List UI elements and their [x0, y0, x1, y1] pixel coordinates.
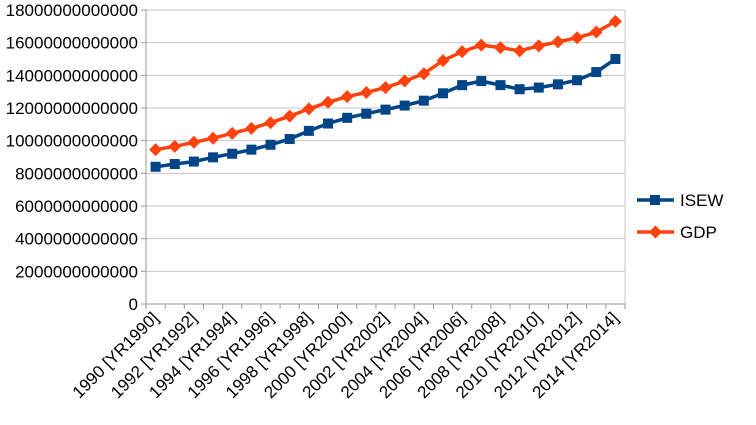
marker-isew	[303, 125, 314, 136]
marker-gdp	[570, 31, 584, 45]
y-tick-label: 6000000000000	[15, 197, 138, 216]
legend-label-isew: ISEW	[680, 190, 724, 210]
marker-isew	[380, 104, 391, 115]
marker-isew	[284, 134, 295, 145]
marker-isew	[323, 118, 334, 129]
y-tick-label: 18000000000000	[6, 1, 138, 20]
marker-isew	[361, 108, 372, 119]
marker-gdp	[455, 45, 469, 59]
marker-isew	[399, 100, 410, 111]
marker-gdp	[264, 116, 278, 130]
y-tick-label: 8000000000000	[15, 164, 138, 183]
marker-isew	[342, 112, 353, 123]
marker-isew	[514, 84, 525, 95]
marker-gdp	[206, 131, 220, 145]
marker-gdp	[474, 38, 488, 52]
marker-gdp	[340, 90, 354, 104]
marker-isew	[150, 161, 161, 172]
marker-gdp	[513, 44, 527, 58]
marker-gdp	[379, 81, 392, 95]
marker-gdp	[551, 35, 565, 49]
legend-marker	[649, 225, 662, 239]
marker-isew	[418, 95, 429, 106]
marker-gdp	[417, 67, 431, 81]
marker-gdp	[359, 85, 373, 99]
marker-isew	[591, 67, 602, 78]
y-tick-label: 4000000000000	[15, 230, 138, 249]
marker-isew	[610, 54, 621, 64]
marker-gdp	[398, 74, 412, 88]
marker-gdp	[168, 139, 182, 153]
y-tick-label: 2000000000000	[15, 262, 138, 281]
marker-isew	[188, 156, 199, 167]
marker-gdp	[149, 143, 163, 157]
marker-isew	[476, 76, 487, 87]
marker-isew	[265, 139, 276, 150]
legend-marker	[650, 195, 660, 205]
marker-gdp	[532, 39, 546, 53]
y-tick-label: 0	[129, 295, 138, 314]
marker-isew	[227, 148, 238, 159]
marker-isew	[495, 80, 506, 91]
legend-item-gdp: GDP	[637, 216, 723, 248]
marker-isew	[572, 75, 583, 86]
marker-isew	[169, 159, 180, 170]
marker-isew	[457, 80, 468, 91]
marker-isew	[208, 152, 219, 163]
marker-gdp	[187, 135, 201, 149]
isew-line-marker-icon	[637, 195, 674, 205]
y-tick-label: 14000000000000	[6, 66, 138, 85]
y-tick-label: 16000000000000	[6, 34, 138, 53]
y-tick-label: 12000000000000	[6, 99, 138, 118]
marker-gdp	[608, 14, 622, 28]
marker-gdp	[589, 25, 603, 39]
marker-isew	[533, 82, 544, 93]
marker-gdp	[225, 126, 239, 140]
marker-gdp	[493, 41, 507, 55]
marker-isew	[246, 144, 257, 155]
gdp-line-marker-icon	[637, 225, 674, 239]
marker-isew	[552, 79, 563, 90]
marker-gdp	[283, 109, 297, 123]
chart-legend: ISEW GDP	[637, 184, 723, 248]
marker-gdp	[321, 95, 335, 109]
marker-gdp	[244, 121, 258, 135]
marker-isew	[437, 88, 448, 99]
marker-gdp	[436, 54, 450, 68]
legend-label-gdp: GDP	[680, 222, 717, 242]
marker-gdp	[302, 102, 316, 116]
y-tick-label: 10000000000000	[6, 132, 138, 151]
legend-item-isew: ISEW	[637, 184, 723, 216]
